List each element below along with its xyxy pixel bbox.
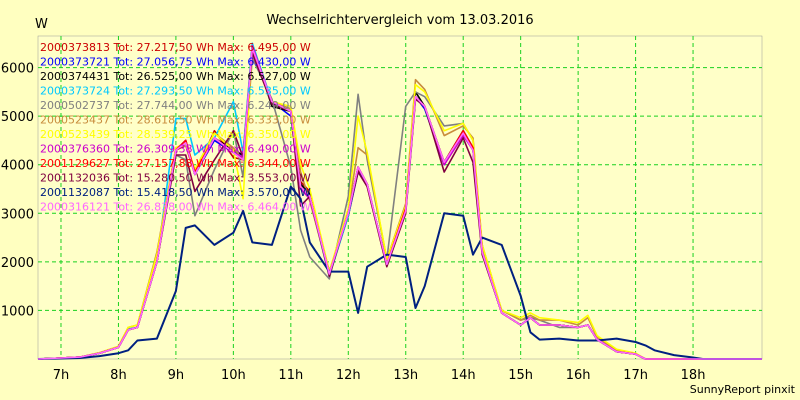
y-tick-label: 4000: [1, 159, 34, 174]
x-tick-label: 11h: [278, 368, 303, 383]
legend-entry-8: 2000376360 Tot: 26.309,38 Wh Max: 6.490,…: [40, 143, 311, 156]
legend-entry-7: 2000523439 Tot: 28.539,25 Wh Max: 6.350,…: [40, 128, 311, 141]
legend-entry-3: 2000374431 Tot: 26.525,00 Wh Max: 6.527,…: [40, 70, 311, 83]
x-tick-label: 17h: [623, 368, 648, 383]
x-tick-label: 13h: [393, 368, 418, 383]
legend-entry-1: 2000373813 Tot: 27.217,50 Wh Max: 6.495,…: [40, 41, 311, 54]
y-tick-label: 1000: [1, 304, 34, 319]
x-tick-label: 8h: [110, 368, 127, 383]
legend: 2000373813 Tot: 27.217,50 Wh Max: 6.495,…: [40, 41, 311, 214]
x-tick-label: 7h: [53, 368, 70, 383]
legend-entry-4: 2000373724 Tot: 27.293,50 Wh Max: 6.535,…: [40, 85, 311, 98]
series-line-11: [37, 185, 762, 360]
x-tick-label: 10h: [221, 368, 246, 383]
legend-entry-12: 2000316121 Tot: 26.838,00 Wh Max: 6.464,…: [40, 201, 311, 214]
plot-area: [37, 35, 763, 360]
y-tick-label: 3000: [1, 207, 34, 222]
grid: [38, 36, 762, 359]
legend-entry-6: 2000523437 Tot: 28.618,50 Wh Max: 6.333,…: [40, 114, 311, 127]
x-tick-label: 15h: [508, 368, 533, 383]
series-line-12: [37, 47, 762, 360]
chart-title: Wechselrichtervergleich vom 13.03.2016: [266, 13, 533, 28]
legend-entry-10: 2001132036 Tot: 15.280,50 Wh Max: 3.553,…: [40, 172, 311, 185]
series-lines: [37, 42, 762, 360]
y-axis-label: W: [35, 17, 48, 32]
footer-credit: SunnyReport pinxit: [690, 383, 796, 396]
y-axis-ticks: 1000 2000 3000 4000 5000 6000: [1, 62, 34, 320]
y-tick-label: 2000: [1, 256, 34, 271]
x-tick-label: 12h: [336, 368, 361, 383]
x-tick-label: 18h: [681, 368, 706, 383]
legend-entry-5: 2000502737 Tot: 27.744,00 Wh Max: 6.249,…: [40, 99, 311, 112]
y-tick-label: 5000: [1, 110, 34, 125]
legend-entry-11: 2001132087 Tot: 15.418,50 Wh Max: 3.570,…: [40, 186, 311, 199]
y-tick-label: 6000: [1, 62, 34, 77]
x-tick-label: 14h: [451, 368, 476, 383]
legend-entry-2: 2000373721 Tot: 27.056,75 Wh Max: 6.430,…: [40, 56, 311, 69]
x-tick-label: 16h: [566, 368, 591, 383]
legend-entry-9: 2001129627 Tot: 27.157,88 Wh Max: 6.344,…: [40, 157, 311, 170]
x-axis-ticks: 7h 8h 9h 10h 11h 12h 13h 14h 15h 16h 17h 18h: [53, 368, 706, 383]
x-tick-label: 9h: [168, 368, 185, 383]
